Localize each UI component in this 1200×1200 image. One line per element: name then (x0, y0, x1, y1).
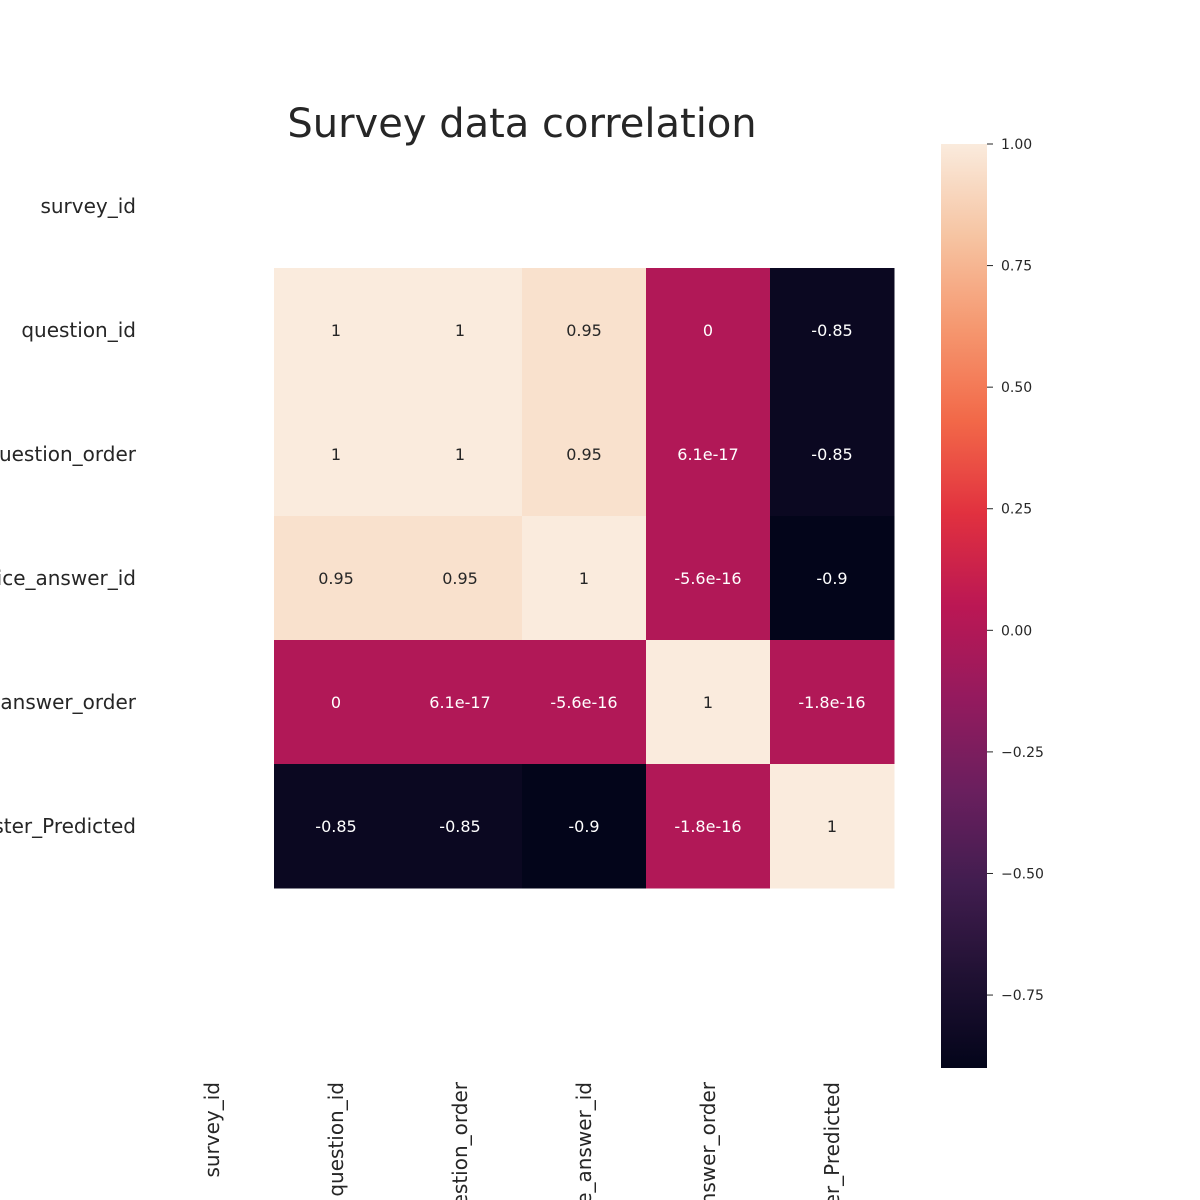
x-tick-label-survey-id: survey_id (200, 1082, 224, 1178)
colorbar-tick-label: 0.00 (1001, 623, 1032, 639)
colorbar-tick-label: 1.00 (1001, 137, 1032, 153)
cell-annotation-3-3: 1 (579, 569, 589, 588)
cell-annotation-5-3: -0.9 (568, 817, 599, 836)
colorbar-tick-label: 0.50 (1001, 380, 1032, 396)
heatmap-cell-2-5 (770, 392, 895, 517)
heatmap-cell-2-2 (398, 392, 523, 517)
y-tick-label-cluster-predicted: Cluster_Predicted (0, 814, 136, 838)
cell-annotation-2-3: 0.95 (566, 445, 602, 464)
cell-annotation-1-5: -0.85 (811, 321, 852, 340)
heatmap-cell-2-3 (522, 392, 647, 517)
y-tick-label-question-order: question_order (0, 442, 137, 466)
cell-annotation-4-1: 0 (331, 693, 341, 712)
heatmap-cell-2-1 (274, 392, 399, 517)
chart-title: Survey data correlation (287, 101, 756, 147)
y-tick-label-survey-id: survey_id (40, 194, 136, 218)
heatmap-cell-5-2 (398, 764, 523, 889)
heatmap-cell-1-2 (398, 268, 523, 393)
colorbar-tick-label: −0.75 (1001, 988, 1044, 1004)
cell-annotation-5-2: -0.85 (439, 817, 480, 836)
cell-annotation-2-4: 6.1e-17 (677, 445, 738, 464)
colorbar-gradient (941, 144, 987, 1068)
cell-annotation-3-2: 0.95 (442, 569, 478, 588)
heatmap-cells (274, 268, 895, 889)
cell-annotation-1-1: 1 (331, 321, 341, 340)
x-tick-label-question-id: question_id (324, 1082, 348, 1197)
colorbar-tick-label: −0.50 (1001, 866, 1044, 882)
cell-annotation-4-5: -1.8e-16 (798, 693, 865, 712)
heatmap-cell-5-3 (522, 764, 647, 889)
heatmap-cell-4-2 (398, 640, 523, 765)
cell-annotation-2-5: -0.85 (811, 445, 852, 464)
heatmap-cell-4-4 (646, 640, 771, 765)
x-tick-label-cluster-predicted: Cluster_Predicted (820, 1082, 844, 1200)
cell-annotations: 1 1 0.95 0 -0.85 1 1 0.95 6.1e-17 -0.85 0.95 0.95 1 -… (315, 321, 865, 836)
cell-annotation-3-5: -0.9 (816, 569, 847, 588)
heatmap-cell-5-5 (770, 764, 895, 889)
colorbar-tick-label: −0.25 (1001, 745, 1044, 761)
cell-annotation-1-3: 0.95 (566, 321, 602, 340)
heatmap-cell-2-4 (646, 392, 771, 517)
cell-annotation-4-4: 1 (703, 693, 713, 712)
cell-annotation-2-2: 1 (455, 445, 465, 464)
heatmap-cell-1-4 (646, 268, 771, 393)
heatmap-cell-4-5 (770, 640, 895, 765)
y-axis-tick-labels: survey_id question_id question_orderchoice… (0, 194, 137, 838)
y-tick-label-choice-answer-id: choice_answer_id (0, 566, 136, 590)
cell-annotation-2-1: 1 (331, 445, 341, 464)
x-tick-label-choice-answer-id: choice_answer_id (572, 1082, 596, 1200)
heatmap-cell-5-1 (274, 764, 399, 889)
heatmap-cell-1-5 (770, 268, 895, 393)
heatmap-cell-3-2 (398, 516, 523, 641)
cell-annotation-4-2: 6.1e-17 (429, 693, 490, 712)
colorbar-tick-label: 0.75 (1001, 259, 1032, 275)
x-tick-label-question-order: question_order (448, 1081, 472, 1200)
colorbar: 1.00 0.75 0.50 0.25 0.00 −0.25 −0.50 −0.75 (941, 137, 1044, 1068)
heatmap-cell-3-4 (646, 516, 771, 641)
cell-annotation-1-2: 1 (455, 321, 465, 340)
y-tick-label-answer-order: answer_order (0, 690, 136, 714)
y-tick-label-question-id: question_id (21, 318, 136, 342)
x-tick-label-answer-order: answer_order (696, 1081, 720, 1200)
heatmap-cell-5-4 (646, 764, 771, 889)
cell-annotation-1-4: 0 (703, 321, 713, 340)
cell-annotation-5-5: 1 (827, 817, 837, 836)
cell-annotation-3-1: 0.95 (318, 569, 354, 588)
heatmap-cell-3-3 (522, 516, 647, 641)
cell-annotation-5-1: -0.85 (315, 817, 356, 836)
heatmap-cell-1-3 (522, 268, 647, 393)
colorbar-tick-label: 0.25 (1001, 502, 1032, 518)
x-axis-tick-labels: survey_id question_id question_order choice… (200, 1081, 844, 1200)
heatmap-cell-3-1 (274, 516, 399, 641)
heatmap-cell-1-1 (274, 268, 399, 393)
cell-annotation-5-4: -1.8e-16 (674, 817, 741, 836)
cell-annotation-3-4: -5.6e-16 (674, 569, 741, 588)
heatmap-cell-4-1 (274, 640, 399, 765)
heatmap-cell-3-5 (770, 516, 895, 641)
colorbar-ticks: 1.00 0.75 0.50 0.25 0.00 −0.25 −0.50 −0.75 (987, 137, 1044, 1004)
cell-annotation-4-3: -5.6e-16 (550, 693, 617, 712)
heatmap-cell-4-3 (522, 640, 647, 765)
